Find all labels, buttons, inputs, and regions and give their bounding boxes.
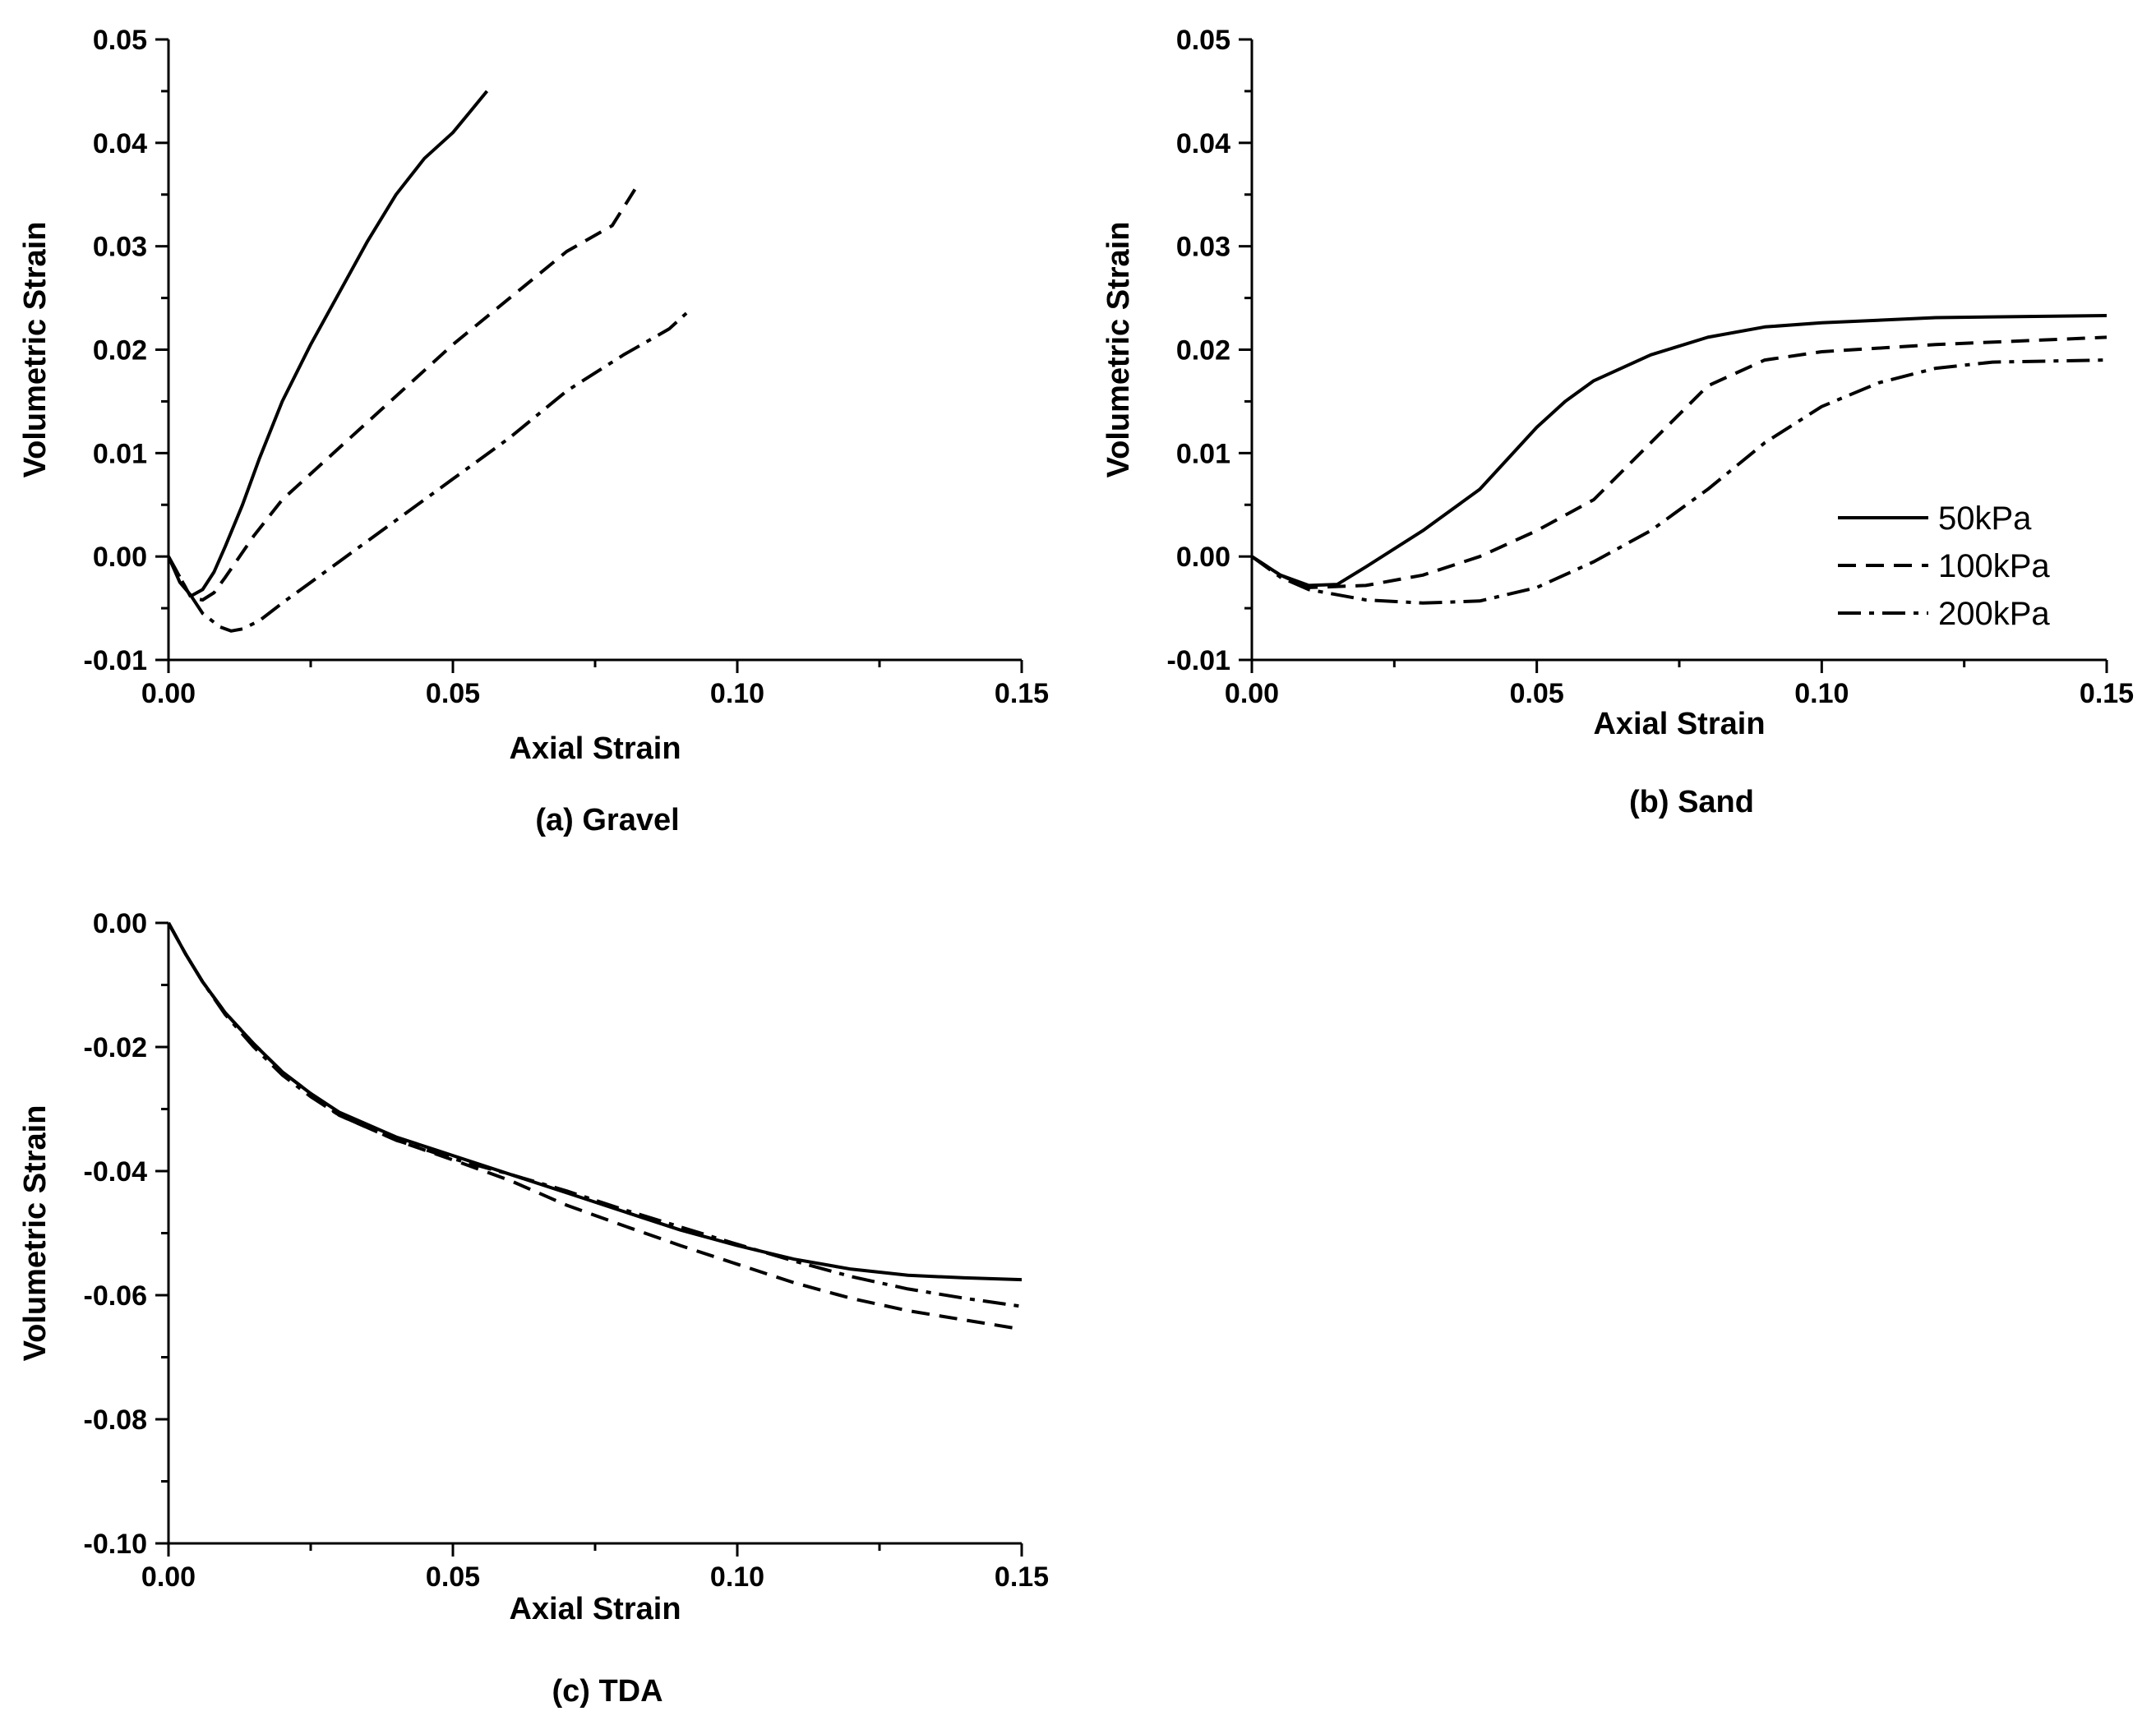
y-axis-title: Volumetric Strain [1101,222,1136,478]
y-tick-label: 0.05 [1176,25,1230,56]
x-axis-title: Axial Strain [1593,707,1765,741]
y-tick-label: -0.10 [84,1529,148,1560]
panel-caption: (a) Gravel [535,803,679,837]
y-axis-title: Volumetric Strain [18,222,53,478]
y-tick-label: 0.03 [1176,232,1230,263]
x-axis-title: Axial Strain [509,1592,681,1626]
panel-gravel: 0.00 0.05 0.10 0.15-0.010.000.010.020.030.0… [18,25,1049,837]
x-tick-label: 0.10 [710,1561,764,1593]
y-tick-label: 0.05 [93,25,147,56]
y-tick-label: -0.08 [84,1404,148,1436]
y-tick-label: -0.02 [84,1032,148,1063]
x-tick-label: 0.05 [1510,678,1564,709]
series-line-50kPa [167,922,1023,1282]
x-tick-label: 0.00 [141,1561,196,1593]
x-tick-label: 0.00 [1225,678,1279,709]
y-tick-label: 0.01 [1176,438,1230,469]
series-line-200kPa [167,922,1023,1308]
y-tick-label: 0.04 [1176,128,1230,159]
panel-caption: (c) TDA [552,1674,662,1709]
series-line-100kPa [167,188,637,602]
y-tick-label: 0.01 [93,438,147,469]
x-tick-label: 0.15 [2080,678,2134,709]
panel-caption: (b) Sand [1629,785,1754,819]
legend: 50kPa 100kPa 200kPa [1838,500,2050,632]
y-tick-label: 0.00 [93,908,147,939]
y-tick-label: -0.04 [84,1156,148,1188]
series-line-200kPa [1250,358,2108,605]
legend-label: 100kPa [1938,548,2050,584]
x-axis-title: Axial Strain [509,731,681,766]
panel-tda: 0.00 0.05 0.10 0.15 -0.10 -0.08 -0.06 -0.04 -0.0… [18,908,1049,1709]
y-tick-label: 0.02 [93,335,147,367]
series-line-50kPa [1250,314,2108,588]
x-tick-label: 0.15 [995,678,1049,709]
x-tick-label: 0.10 [710,678,764,709]
y-tick-label: -0.01 [84,645,148,676]
y-tick-label: -0.06 [84,1280,148,1312]
y-axis-title: Volumetric Strain [18,1105,53,1362]
x-tick-label: 0.00 [141,678,196,709]
y-tick-label: 0.00 [1176,542,1230,573]
y-tick-label: 0.04 [93,128,147,159]
x-tick-label: 0.05 [426,1561,480,1593]
series-line-50kPa [167,90,489,597]
series-line-200kPa [167,307,693,633]
legend-label: 50kPa [1938,500,2032,537]
legend-label: 200kPa [1938,596,2050,632]
x-tick-label: 0.05 [426,678,480,709]
y-tick-label: 0.02 [1176,335,1230,367]
y-tick-label: -0.01 [1167,645,1231,676]
y-tick-label: 0.03 [93,232,147,263]
y-tick-label: 0.00 [93,542,147,573]
x-tick-label: 0.15 [995,1561,1049,1593]
x-tick-label: 0.10 [1794,678,1849,709]
panel-sand: 0.00 0.05 0.10 0.15-0.010.000.010.020.030.0… [1101,25,2134,819]
series-line-100kPa [167,922,1023,1331]
